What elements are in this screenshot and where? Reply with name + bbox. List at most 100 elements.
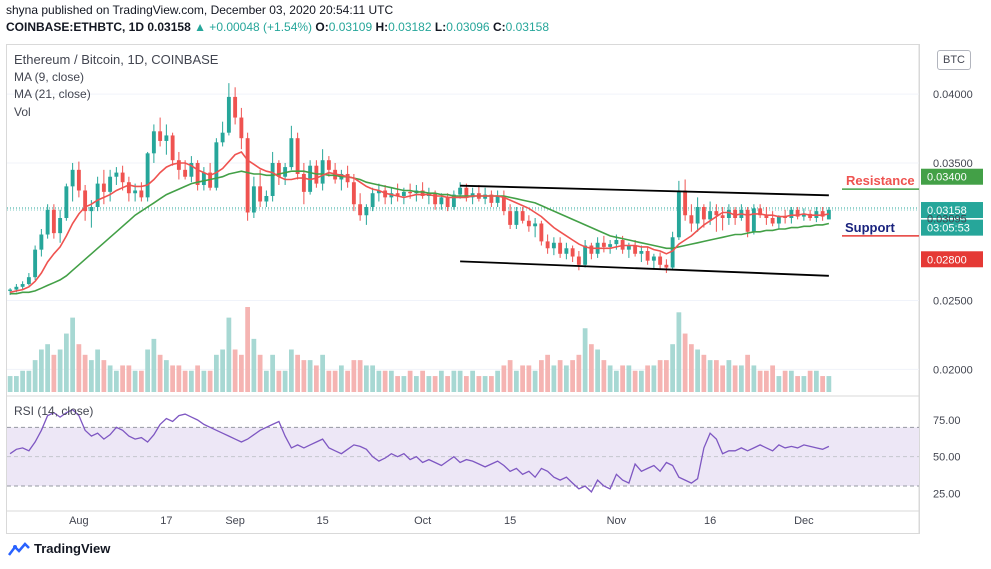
tradingview-logo-icon xyxy=(8,541,30,556)
volume-bar xyxy=(476,376,482,392)
candle-body xyxy=(70,169,75,187)
volume-bar xyxy=(207,370,213,392)
volume-bar xyxy=(782,370,788,392)
volume-bar xyxy=(120,365,125,392)
volume-bar xyxy=(807,370,813,392)
candle-body xyxy=(564,248,569,254)
candle-body xyxy=(764,215,769,218)
volume-bar xyxy=(457,370,463,392)
price-label: 03:05:53 xyxy=(921,219,983,236)
volume-bar xyxy=(395,376,400,392)
low-value: 0.03096 xyxy=(446,20,490,34)
volume-bar xyxy=(151,338,157,392)
candle-body xyxy=(464,187,469,198)
candle-body xyxy=(376,190,381,194)
price-tick-label: 0.03500 xyxy=(933,158,973,170)
volume-bar xyxy=(376,370,382,392)
candle-body xyxy=(501,195,506,212)
candle-body xyxy=(645,251,650,261)
volume-bar xyxy=(257,354,263,392)
time-tick-label: Dec xyxy=(794,515,814,527)
price-label: 0.03095 xyxy=(927,214,967,226)
volume-bar xyxy=(651,365,657,392)
candle-body xyxy=(533,223,538,227)
candle-body xyxy=(695,206,700,224)
candle-body xyxy=(51,209,56,234)
candle-body xyxy=(714,211,719,216)
volume-bar xyxy=(251,338,257,392)
candle-body xyxy=(95,183,100,207)
candle-body xyxy=(26,277,31,285)
candle-body xyxy=(214,142,219,188)
volume-bar xyxy=(707,360,713,392)
tradingview-brand: TradingView xyxy=(34,541,111,556)
volume-bar xyxy=(645,365,650,392)
volume-bar xyxy=(626,365,632,392)
volume-bar xyxy=(145,349,150,392)
candle-body xyxy=(520,211,525,221)
legend-ma21[interactable]: MA (21, close) xyxy=(14,87,91,101)
volume-bar xyxy=(820,376,825,392)
volume-bar xyxy=(351,360,357,392)
candle-body xyxy=(651,256,656,261)
price-tick-label: 0.02000 xyxy=(933,364,973,376)
price-label-text: 0.03158 xyxy=(927,205,967,217)
candle-body xyxy=(370,193,375,207)
rsi-tick-label: 50.00 xyxy=(933,452,961,464)
volume-bar xyxy=(14,376,19,392)
candle-body xyxy=(689,215,694,224)
candle-body xyxy=(433,193,438,205)
candle-body xyxy=(495,195,500,203)
chart-title: Ethereum / Bitcoin, 1D, COINBASE xyxy=(14,52,219,67)
volume-bar xyxy=(176,365,182,392)
candle-body xyxy=(251,186,256,213)
candle-body xyxy=(195,162,200,185)
legend-volume[interactable]: Vol xyxy=(14,105,31,119)
candle-body xyxy=(608,244,613,247)
volume-bar xyxy=(132,370,138,392)
volume-bar xyxy=(489,376,494,392)
volume-bar xyxy=(614,370,619,392)
support-label: Support xyxy=(845,220,895,235)
volume-bar xyxy=(514,370,519,392)
candle-body xyxy=(58,218,63,234)
volume-bar xyxy=(764,370,769,392)
candle-body xyxy=(8,289,13,291)
volume-bar xyxy=(345,370,350,392)
volume-bar xyxy=(689,344,694,392)
currency-button[interactable]: BTC xyxy=(937,50,971,70)
candle-body xyxy=(758,208,763,216)
volume-bar xyxy=(482,376,488,392)
volume-bar xyxy=(270,354,275,392)
candle-body xyxy=(439,197,444,205)
candle-body xyxy=(576,256,581,265)
channel-upper-line xyxy=(460,184,829,197)
ma9-line xyxy=(9,151,830,294)
volume-bar xyxy=(182,370,188,392)
volume-bar xyxy=(301,360,307,392)
volume-bar xyxy=(657,360,663,392)
legend-rsi[interactable]: RSI (14, close) xyxy=(14,404,94,418)
candle-body xyxy=(701,206,706,220)
volume-bar xyxy=(770,365,775,392)
rsi-tick-label: 75.00 xyxy=(933,415,961,427)
volume-bar xyxy=(114,370,119,392)
volume-bar xyxy=(389,370,394,392)
legend-ma9[interactable]: MA (9, close) xyxy=(14,70,85,84)
tradingview-logo[interactable]: TradingView xyxy=(8,541,110,556)
volume-bar xyxy=(214,354,219,392)
price-label-text: 0.03400 xyxy=(927,172,967,184)
price-label: 0.03158 xyxy=(921,202,983,219)
volume-bar xyxy=(570,360,575,392)
volume-bar xyxy=(282,370,288,392)
candle-body xyxy=(20,284,25,287)
volume-bar xyxy=(107,365,113,392)
high-label: H: xyxy=(375,20,389,34)
candle-body xyxy=(183,169,188,177)
volume-bar xyxy=(789,370,794,392)
candle-body xyxy=(189,162,194,177)
time-tick-label: 15 xyxy=(317,515,329,527)
volume-bar xyxy=(20,370,25,392)
candle-body xyxy=(395,193,400,196)
